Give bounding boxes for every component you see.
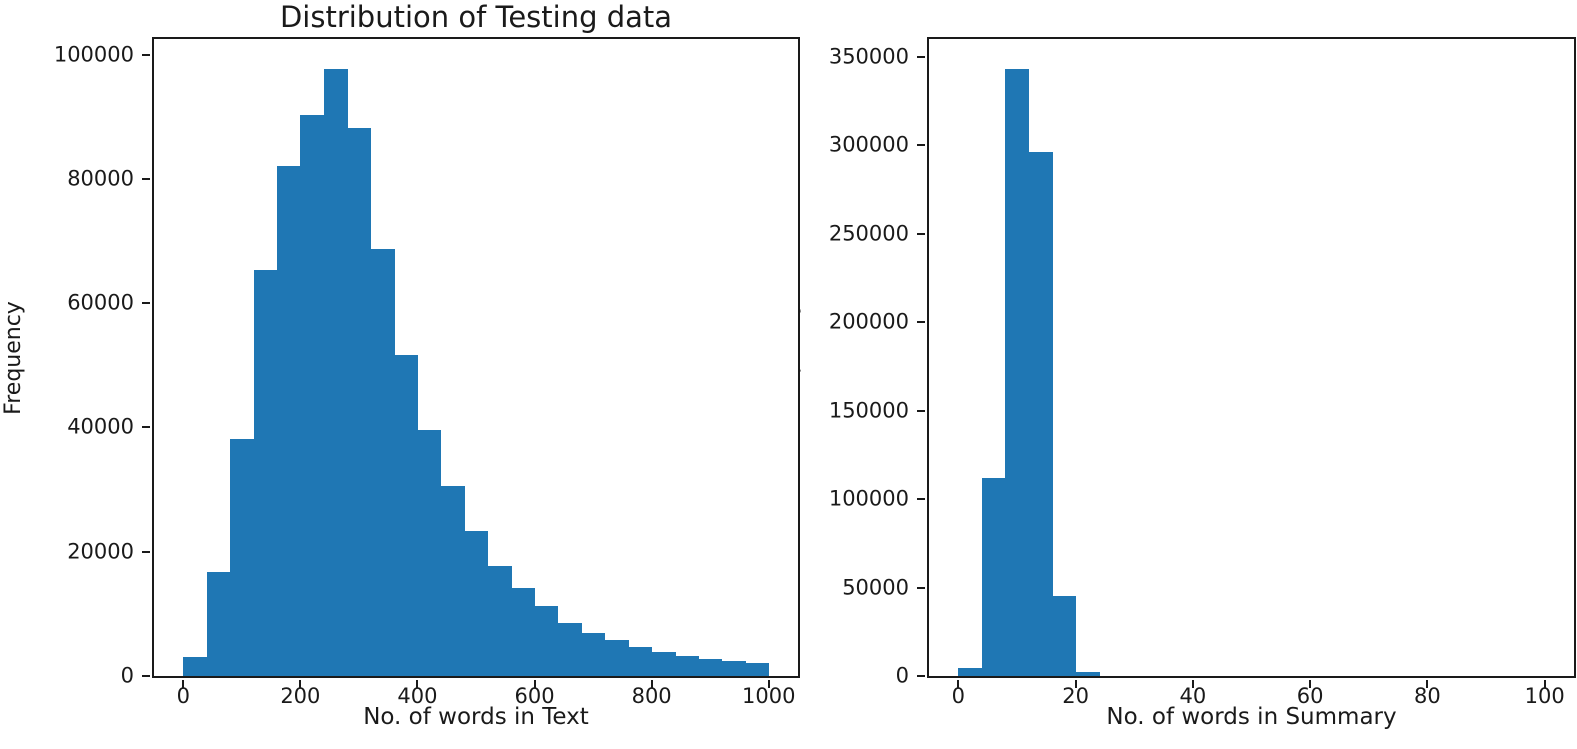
histogram-bar: [300, 114, 325, 676]
histogram-bar: [394, 354, 418, 676]
y-tick-mark: [917, 586, 925, 589]
y-tick-label: 150000: [828, 398, 909, 423]
histogram-bar: [487, 566, 512, 676]
y-tick-mark: [917, 675, 925, 677]
y-tick-mark: [917, 321, 925, 324]
histogram-bar: [370, 249, 395, 676]
x-tick-mark: [1074, 680, 1077, 688]
x-tick-mark: [416, 680, 419, 688]
y-tick-mark: [142, 675, 150, 677]
chart-title: Distribution of Testing data: [279, 0, 673, 34]
histogram-bar: [557, 623, 582, 676]
y-tick-mark: [917, 409, 925, 412]
y-tick-mark: [142, 426, 150, 429]
y-tick-label: 300000: [828, 132, 909, 157]
histogram-bar: [581, 632, 606, 676]
y-tick-mark: [917, 56, 925, 59]
y-tick-label: 40000: [67, 414, 134, 439]
x-tick-mark: [533, 680, 536, 688]
histogram-bar: [417, 429, 442, 676]
y-tick-label: 100000: [53, 42, 134, 67]
right-x-axis-label: No. of words in Summary: [1106, 704, 1397, 730]
histogram-bar: [958, 668, 983, 676]
x-tick-label: 600: [514, 684, 555, 708]
x-tick-label: 0: [176, 684, 190, 708]
x-tick-mark: [650, 680, 653, 688]
histogram-bar: [1052, 595, 1077, 676]
histogram-bar: [230, 438, 254, 676]
x-tick-label: 400: [397, 684, 438, 708]
y-tick-mark: [142, 302, 150, 305]
histogram-bar: [651, 651, 676, 676]
x-tick-label: 60: [1296, 684, 1324, 708]
x-tick-mark: [1191, 680, 1194, 688]
histogram-bar: [276, 166, 301, 676]
y-tick-label: 0: [120, 663, 134, 688]
histogram-bar: [675, 655, 699, 676]
x-tick-label: 40: [1179, 684, 1207, 708]
x-tick-label: 20: [1062, 684, 1089, 708]
left-histogram-axes: 0 20000 40000 60000 80000 100000 0 200 400 600 800…: [54, 37, 800, 707]
histogram-bar: [628, 647, 653, 676]
x-tick-label: 1000: [741, 684, 796, 708]
x-tick-label: 80: [1414, 684, 1441, 708]
histogram-bar: [745, 662, 770, 676]
histogram-bar: [464, 530, 489, 676]
y-tick-mark: [917, 498, 925, 501]
x-tick-mark: [1543, 680, 1546, 688]
histogram-bar: [323, 69, 348, 676]
y-tick-label: 350000: [828, 44, 909, 69]
y-tick-label: 20000: [67, 539, 134, 564]
histogram-bar: [1075, 671, 1100, 676]
left-y-axis-label: Frequency: [1, 301, 26, 415]
right-histogram-axes: 0 50000 100000 150000 200000 250000 300000 3500…: [829, 37, 1576, 707]
histogram-bar: [206, 572, 231, 676]
x-tick-mark: [299, 680, 302, 688]
y-tick-label: 0: [895, 663, 909, 688]
histogram-bar: [253, 270, 278, 676]
histogram-bar: [440, 486, 465, 676]
histogram-bar: [347, 127, 372, 676]
y-tick-mark: [142, 53, 150, 56]
right-plot-area: 0 50000 100000 150000 200000 250000 300000 3500…: [829, 39, 1574, 706]
histogram-bar: [534, 605, 559, 676]
left-x-axis-label: No. of words in Text: [363, 704, 589, 730]
x-tick-label: 0: [951, 684, 965, 708]
histogram-bar: [721, 661, 746, 676]
y-tick-label: 60000: [67, 290, 134, 315]
histogram-bar: [511, 588, 536, 676]
x-tick-mark: [182, 680, 185, 688]
histogram-bar: [1028, 151, 1053, 676]
y-tick-label: 50000: [842, 575, 909, 600]
y-tick-mark: [142, 177, 150, 180]
y-tick-mark: [917, 144, 925, 147]
x-tick-label: 100: [1524, 684, 1565, 708]
y-tick-mark: [142, 550, 150, 553]
histogram-bar: [1005, 69, 1030, 676]
x-tick-label: 200: [280, 684, 321, 708]
y-tick-label: 200000: [828, 309, 909, 334]
histogram-bar: [698, 659, 723, 676]
histogram-bar: [183, 657, 208, 676]
y-tick-mark: [917, 232, 925, 235]
histogram-bar: [604, 639, 629, 676]
left-plot-area: 0 20000 40000 60000 80000 100000 0 200 400 600 800…: [54, 39, 798, 707]
y-tick-label: 250000: [828, 221, 909, 246]
x-tick-mark: [1309, 680, 1312, 688]
x-tick-mark: [767, 680, 770, 688]
y-tick-label: 100000: [828, 486, 909, 511]
x-tick-mark: [1426, 680, 1429, 688]
histogram-bar: [981, 477, 1006, 676]
x-tick-label: 800: [631, 684, 672, 708]
y-tick-label: 80000: [67, 166, 134, 191]
x-tick-mark: [957, 680, 960, 688]
